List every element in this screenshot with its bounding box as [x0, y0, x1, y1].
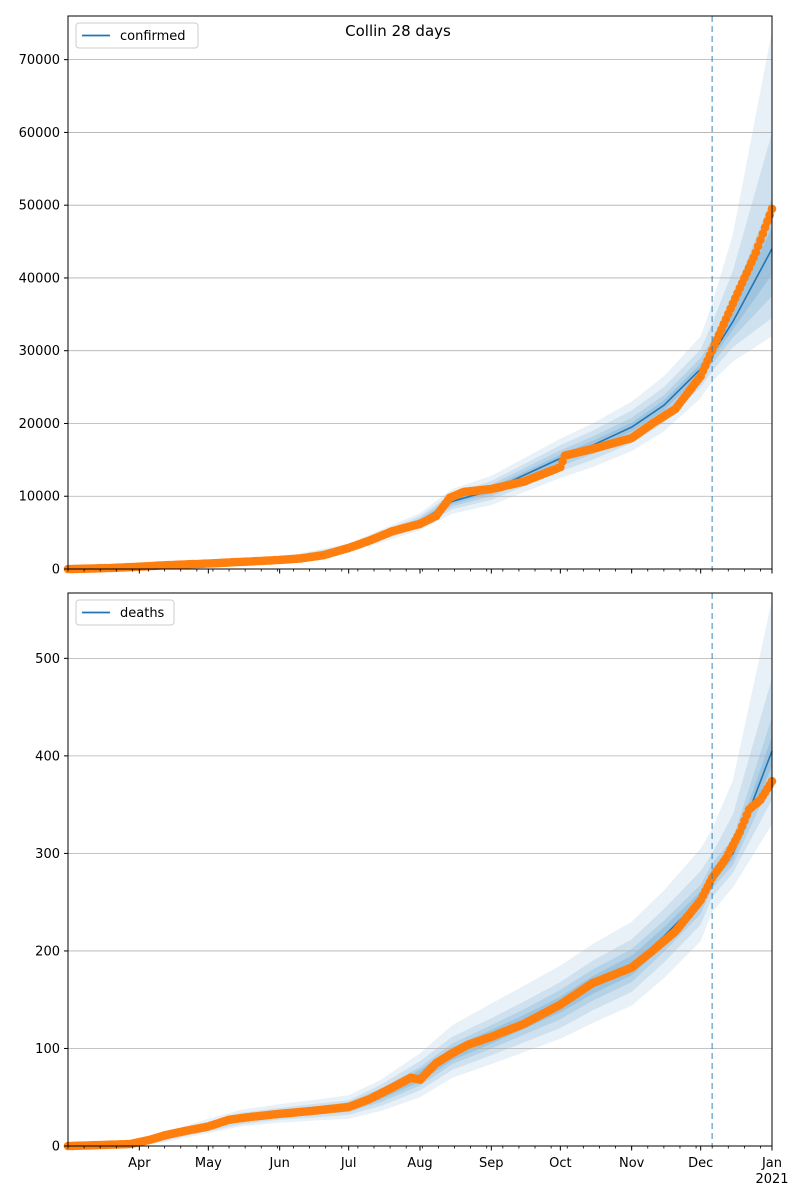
observed-points-layer — [63, 204, 777, 574]
x-tick-label: Jul — [340, 1156, 357, 1171]
y-tick-label: 200 — [35, 944, 60, 959]
x-tick-label: Sep — [479, 1156, 504, 1171]
x-tick-sublabel: 2021 — [755, 1172, 788, 1187]
axes-layer: 0 100 200 300 400 500 Apr May Jun Jul Aug Sep Oct Nov… — [35, 592, 789, 1187]
x-tick-label: Dec — [688, 1156, 713, 1171]
observed-points-layer — [63, 776, 777, 1151]
y-tick-label: 0 — [52, 1140, 60, 1155]
legend-box — [75, 22, 199, 49]
y-tick-label: 30000 — [19, 344, 60, 359]
y-tick-label: 100 — [35, 1042, 60, 1057]
chart-title: Collin 28 days — [345, 22, 451, 40]
legend-box — [75, 599, 175, 626]
axes-layer: 0 10000 20000 30000 40000 50000 60000 70000 — [19, 15, 773, 578]
y-tick-label: 0 — [52, 563, 60, 578]
confidence-band-1 — [68, 30, 772, 570]
legend: deaths — [75, 599, 175, 626]
confidence-bands — [68, 30, 772, 570]
x-tick-label: Oct — [549, 1156, 571, 1171]
y-tick-label: 400 — [35, 749, 60, 764]
y-tick-label: 20000 — [19, 417, 60, 432]
x-tick-label: Nov — [619, 1156, 645, 1171]
legend-label: confirmed — [120, 29, 186, 44]
chart-panel-confirmed: 0 10000 20000 30000 40000 50000 60000 70000 con… — [19, 15, 777, 578]
y-tick-label: 50000 — [19, 199, 60, 214]
y-tick-label: 10000 — [19, 490, 60, 505]
confidence-bands — [68, 599, 772, 1146]
y-tick-label: 40000 — [19, 271, 60, 286]
legend-label: deaths — [120, 606, 165, 621]
y-tick-label: 500 — [35, 652, 60, 667]
legend: confirmed — [75, 22, 199, 49]
x-tick-label: Aug — [407, 1156, 432, 1171]
y-tick-label: 70000 — [19, 53, 60, 68]
x-tick-label: Jan — [761, 1156, 782, 1171]
x-tick-label: May — [195, 1156, 222, 1171]
x-tick-label: Apr — [128, 1156, 151, 1171]
y-tick-label: 60000 — [19, 126, 60, 141]
chart-panel-deaths: 0 100 200 300 400 500 Apr May Jun Jul Aug Sep Oct Nov… — [35, 592, 789, 1187]
confidence-band-1 — [68, 599, 772, 1146]
y-tick-label: 300 — [35, 847, 60, 862]
x-tick-label: Jun — [269, 1156, 290, 1171]
